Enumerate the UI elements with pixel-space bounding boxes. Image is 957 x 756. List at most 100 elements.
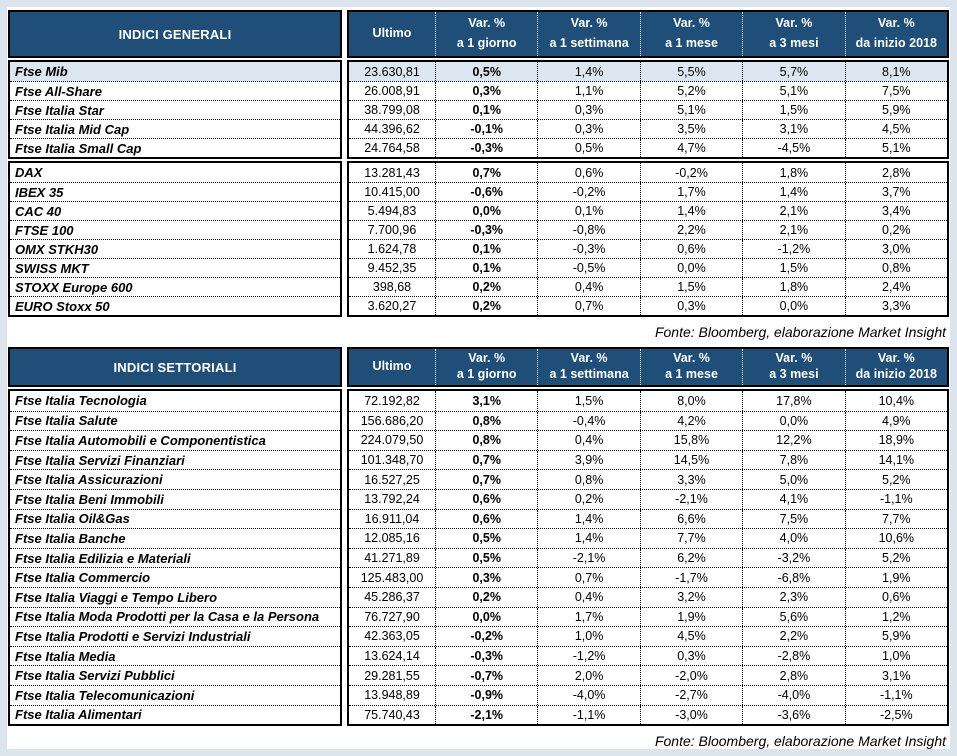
column-header-var-1giorno: Var. % a 1 giorno [435, 12, 537, 56]
ultimo-cell: 101.348,70 [360, 453, 424, 468]
index-group-block: DAX IBEX 35 CAC 40 FTSE 100 OMX STKH30 SWISS … [8, 161, 949, 317]
index-name-cell: Ftse Italia Beni Immobili [10, 488, 340, 509]
index-name-cell: FTSE 100 [10, 220, 340, 239]
column-header-line2: a 1 giorno [456, 36, 517, 51]
index-name-cell: STOXX Europe 600 [10, 277, 340, 296]
index-name-cell: Ftse Italia Alimentari [10, 704, 340, 725]
var-1settimana-cell: 0,3% [537, 120, 639, 138]
indici-generali-header: INDICI GENERALI Ultimo Var. % a 1 giorno Va… [8, 10, 949, 58]
index-values-row: 16.527,25 0,7% 0,8% 3,3% 5,0% 5,2% [349, 469, 947, 489]
index-values-column: 72.192,82 3,1% 1,5% 8,0% 17,8% 10,4% 156.686,2… [347, 389, 949, 727]
var-1settimana-cell: 0,7% [537, 568, 639, 587]
var-1mese-cell: 4,5% [639, 627, 742, 646]
var-1giorno-cell: -0,1% [435, 120, 537, 138]
ultimo-cell: 12.085,16 [364, 531, 420, 546]
index-values-row: 72.192,82 3,1% 1,5% 8,0% 17,8% 10,4% [349, 391, 947, 411]
var-1giorno-cell: -0,6% [435, 183, 537, 201]
var-3mesi-cell: 2,2% [742, 627, 844, 646]
var-inizio-2018-cell: 1,2% [844, 607, 947, 627]
index-group-block: Ftse Mib Ftse All-Share Ftse Italia Star Ft… [8, 60, 949, 159]
var-1mese-cell: 7,7% [639, 529, 742, 548]
var-1giorno-cell: 0,6% [435, 489, 537, 509]
var-3mesi-cell: -6,8% [742, 568, 844, 587]
var-1settimana-cell: 1,5% [537, 391, 639, 411]
index-name-cell: Ftse Italia Prodotti e Servizi Industria… [10, 626, 340, 646]
index-values-row: 41.271,89 0,5% -2,1% 6,2% -3,2% 5,2% [349, 547, 947, 568]
column-headers: Ultimo Var. % a 1 giorno Var. % a 1 settiman… [349, 349, 947, 385]
var-3mesi-cell: -4,0% [742, 685, 844, 705]
var-1giorno-cell: -0,3% [435, 139, 537, 157]
column-header-var-inizio-2018: Var. % da inizio 2018 [844, 349, 947, 385]
var-1settimana-cell: -0,8% [537, 221, 639, 239]
column-header-line1: Var. % [775, 16, 813, 31]
var-inizio-2018-cell: 7,7% [844, 509, 947, 529]
var-3mesi-cell: 5,0% [742, 470, 844, 489]
var-1giorno-cell: 0,5% [435, 548, 537, 568]
var-1settimana-cell: 0,4% [537, 587, 639, 607]
index-group-block: Ftse Italia Tecnologia Ftse Italia Salute… [8, 389, 949, 727]
column-header-line2: da inizio 2018 [855, 367, 937, 381]
ultimo-cell: 29.281,55 [364, 668, 420, 683]
var-inizio-2018-cell: 14,1% [844, 450, 947, 470]
ultimo-cell: 26.008,91 [364, 84, 420, 98]
index-name-cell: Ftse Italia Small Cap [10, 138, 340, 157]
ultimo-cell: 10.415,00 [364, 185, 420, 199]
column-header-line2: a 1 settimana [549, 367, 629, 381]
indici-settoriali-table: INDICI SETTORIALI Ultimo Var. % a 1 giorno… [8, 347, 949, 756]
index-name-cell: CAC 40 [10, 201, 340, 220]
index-values-row: 42.363,05 -0,2% 1,0% 4,5% 2,2% 5,9% [349, 626, 947, 646]
var-1mese-cell: 0,3% [639, 646, 742, 666]
var-1settimana-cell: 1,4% [537, 509, 639, 529]
column-header-ultimo: Ultimo [349, 12, 435, 56]
var-1giorno-cell: 0,2% [435, 278, 537, 296]
column-header-line2: a 3 mesi [769, 36, 819, 51]
ultimo-cell: 13.624,14 [364, 649, 420, 664]
var-inizio-2018-cell: 3,7% [844, 183, 947, 201]
var-1settimana-cell: 3,9% [537, 450, 639, 470]
var-inizio-2018-cell: 3,1% [844, 666, 947, 685]
index-names-column: DAX IBEX 35 CAC 40 FTSE 100 OMX STKH30 SWISS … [8, 161, 342, 317]
var-3mesi-cell: 4,1% [742, 489, 844, 509]
var-1mese-cell: 4,7% [639, 139, 742, 157]
column-header-var-inizio-2018: Var. % da inizio 2018 [844, 12, 947, 56]
index-values-row: 3.620,27 0,2% 0,7% 0,3% 0,0% 3,3% [349, 296, 947, 315]
var-3mesi-cell: 2,3% [742, 587, 844, 607]
var-1settimana-cell: 0,3% [537, 101, 639, 119]
ultimo-cell: 44.396,62 [364, 122, 420, 136]
var-3mesi-cell: -2,8% [742, 646, 844, 666]
index-values-row: 1.624,78 0,1% -0,3% 0,6% -1,2% 3,0% [349, 239, 947, 258]
var-1mese-cell: 0,6% [639, 240, 742, 258]
ultimo-cell: 41.271,89 [364, 551, 420, 566]
column-header-line2: a 3 mesi [769, 367, 819, 381]
var-3mesi-cell: -3,2% [742, 548, 844, 568]
var-1mese-cell: 1,9% [639, 607, 742, 627]
index-name-cell: DAX [15, 165, 43, 180]
var-1giorno-cell: 0,7% [435, 450, 537, 470]
column-header-ultimo: Ultimo [349, 349, 435, 385]
var-1mese-cell: 1,7% [639, 183, 742, 201]
var-1settimana-cell: 0,1% [537, 202, 639, 220]
var-3mesi-cell: 7,5% [742, 509, 844, 529]
column-header-line1: Var. % [673, 351, 710, 366]
index-values-row: 23.630,81 0,5% 1,4% 5,5% 5,7% 8,1% [349, 62, 947, 81]
var-1mese-cell: 4,2% [639, 411, 742, 431]
column-header-var-1giorno: Var. % a 1 giorno [435, 349, 537, 385]
var-1giorno-cell: -0,3% [435, 221, 537, 239]
ultimo-cell: 224.079,50 [360, 433, 424, 448]
index-values-row: 156.686,20 0,8% -0,4% 4,2% 0,0% 4,9% [349, 410, 947, 431]
var-1giorno-cell: -2,1% [435, 705, 537, 725]
index-values-row: 101.348,70 0,7% 3,9% 14,5% 7,8% 14,1% [349, 449, 947, 470]
var-1mese-cell: 3,2% [639, 587, 742, 607]
report-panel: INDICI GENERALI Ultimo Var. % a 1 giorno Va… [7, 7, 950, 749]
column-header-line1: Var. % [877, 16, 915, 31]
var-3mesi-cell: 2,1% [742, 221, 844, 239]
var-1settimana-cell: 0,4% [537, 431, 639, 450]
index-values-row: 7.700,96 -0,3% -0,8% 2,2% 2,1% 0,2% [349, 220, 947, 239]
column-header-var-1settimana: Var. % a 1 settimana [537, 12, 639, 56]
index-values-row: 125.483,00 0,3% 0,7% -1,7% -6,8% 1,9% [349, 567, 947, 587]
var-1mese-cell: 2,2% [639, 221, 742, 239]
var-3mesi-cell: 0,0% [742, 411, 844, 431]
index-names-column: Ftse Mib Ftse All-Share Ftse Italia Star Ft… [8, 60, 342, 159]
index-values-row: 45.286,37 0,2% 0,4% 3,2% 2,3% 0,6% [349, 586, 947, 607]
column-header-line2: a 1 settimana [549, 36, 629, 51]
